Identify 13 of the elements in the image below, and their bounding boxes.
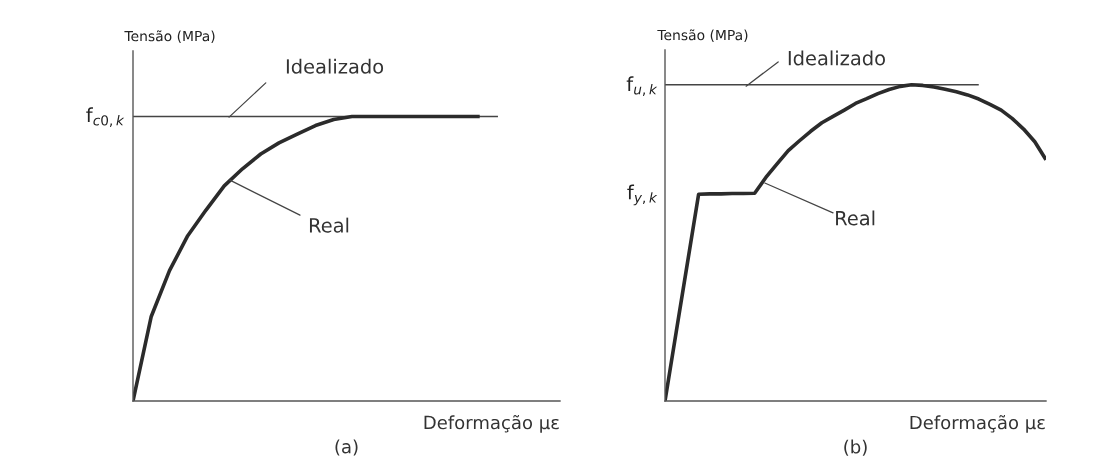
annotation: Real	[309, 217, 349, 233]
text: f$_{u,k}$	[626, 76, 658, 96]
x-axis-title: Deformação με	[424, 415, 559, 433]
text: f$_{y,k}$	[627, 184, 658, 206]
text: Idealizado	[788, 50, 885, 66]
x-axis-title: Deformação με	[910, 415, 1045, 433]
text: (a)	[335, 439, 358, 456]
text: (b)	[844, 439, 867, 456]
annotation: f$_{c0,k}$	[86, 107, 125, 127]
y-axis-title: Tensão (MPa)	[124, 30, 215, 43]
text: Idealizado	[286, 58, 384, 74]
annotation: Real	[836, 210, 875, 226]
y-axis-title: Tensão (MPa)	[657, 29, 748, 42]
